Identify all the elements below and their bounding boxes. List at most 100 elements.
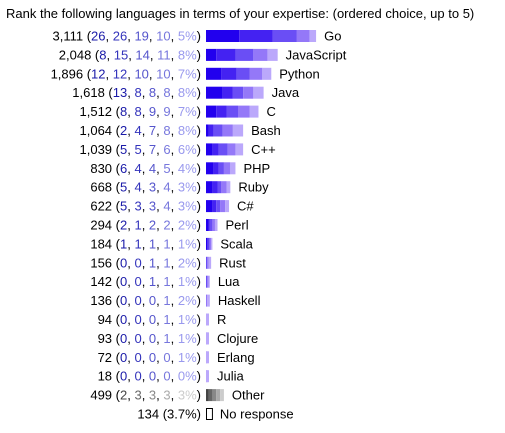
bar-segment	[206, 124, 209, 137]
row-value-label: 1,064 (2, 4, 7, 8, 8%)	[80, 123, 202, 138]
bar-segment	[218, 143, 228, 156]
category-label: PHP	[243, 161, 270, 176]
bar-segment	[309, 30, 317, 42]
bar-segment	[208, 275, 210, 288]
category-label: Julia	[217, 369, 245, 384]
bar-segment	[206, 275, 208, 288]
bar-segment	[223, 162, 231, 175]
bar-segment	[212, 200, 217, 213]
bar-segment	[218, 162, 224, 175]
category-label: Rust	[219, 255, 246, 270]
bar-segment	[206, 370, 209, 383]
bar-segment	[211, 237, 213, 250]
category-label: R	[217, 312, 226, 327]
bar-segment	[214, 219, 218, 231]
bar-segment	[206, 143, 213, 156]
category-label: Haskell	[218, 293, 261, 308]
category-label: Lua	[218, 274, 240, 289]
category-label: Bash	[251, 123, 281, 138]
bar-segment	[222, 124, 233, 137]
bar-segment	[220, 200, 226, 213]
row-value-label: 499 (2, 3, 3, 3, 3%)	[90, 388, 201, 403]
bar-segment	[235, 48, 254, 61]
bar-segment	[206, 332, 209, 345]
bar-segment	[216, 48, 236, 61]
bar-segment	[236, 67, 250, 80]
row-value-label: 830 (6, 4, 4, 5, 4%)	[90, 161, 201, 176]
bar-segment	[267, 48, 278, 61]
row-value-label: 622 (5, 3, 3, 4, 3%)	[90, 199, 201, 214]
category-label: Ruby	[238, 180, 269, 195]
row-value-label: 93 (0, 0, 0, 1, 1%)	[98, 331, 201, 346]
row-value-label: 94 (0, 0, 0, 1, 1%)	[98, 312, 201, 327]
row-value-label: 668 (5, 4, 3, 4, 3%)	[90, 180, 201, 195]
bar-segment	[206, 219, 209, 231]
bar-segment	[226, 181, 231, 194]
bar-segment	[220, 389, 224, 402]
row-value-label: 142 (0, 0, 1, 1, 1%)	[90, 274, 201, 289]
row-value-label: 136 (0, 0, 0, 1, 2%)	[90, 293, 201, 308]
no-response-value-label: 134 (3.7%)	[137, 407, 201, 422]
bar-segment	[206, 237, 208, 250]
bar-segment	[208, 256, 212, 269]
category-label: C#	[237, 199, 254, 214]
bar-segment	[206, 313, 209, 326]
bar-segment	[207, 256, 209, 269]
bar-segment	[232, 86, 244, 99]
row-value-label: 294 (2, 1, 2, 2, 2%)	[90, 218, 201, 233]
no-response-label: No response	[220, 407, 294, 422]
bar-segment	[213, 124, 223, 137]
category-label: Erlang	[217, 350, 255, 365]
row-value-label: 1,618 (13, 8, 8, 8, 8%)	[72, 85, 201, 100]
bar-segment	[249, 105, 259, 118]
bar-segment	[213, 162, 219, 175]
bar-segment	[207, 237, 209, 250]
bar-segment	[272, 30, 297, 42]
bar-segment	[217, 181, 222, 194]
bar-segment	[235, 143, 244, 156]
bar-segment	[206, 294, 208, 307]
bar-segment	[238, 105, 250, 118]
bar-segment	[206, 48, 217, 61]
row-value-label: 156 (0, 0, 1, 1, 2%)	[90, 255, 201, 270]
bar-segment	[206, 181, 213, 194]
category-label: Scala	[220, 236, 253, 251]
bar-segment	[253, 86, 264, 99]
category-label: JavaScript	[286, 47, 347, 62]
bar-segment	[222, 86, 233, 99]
bar-segment	[207, 294, 210, 307]
category-label: Clojure	[217, 331, 258, 346]
bar-segment	[221, 181, 227, 194]
bar-segment	[226, 105, 238, 118]
bar-segment	[216, 389, 221, 402]
bar-segment	[212, 389, 217, 402]
row-value-label: 18 (0, 0, 0, 0, 0%)	[98, 369, 201, 384]
bar-segment	[296, 30, 310, 42]
bar-segment	[208, 219, 210, 231]
category-label: C	[266, 104, 275, 119]
category-label: Python	[279, 66, 319, 81]
category-label: Other	[232, 388, 265, 403]
bar-segment	[216, 105, 227, 118]
bar-segment	[206, 105, 217, 118]
bar-segment	[208, 237, 210, 250]
row-value-label: 1,039 (5, 5, 7, 6, 6%)	[80, 142, 202, 157]
bar-segment	[208, 124, 214, 137]
bar-segment	[216, 200, 221, 213]
no-response-bar	[206, 408, 213, 420]
bar-segment	[209, 237, 212, 250]
bar-segment	[212, 181, 218, 194]
bar-segment	[225, 200, 230, 213]
bar-segment	[212, 219, 215, 231]
category-label: C++	[251, 142, 276, 157]
bar-segment	[262, 67, 272, 80]
row-value-label: 1,512 (8, 8, 9, 9, 7%)	[80, 104, 202, 119]
row-value-label: 72 (0, 0, 0, 0, 1%)	[98, 350, 201, 365]
category-label: Java	[272, 85, 300, 100]
bar-segment	[239, 30, 273, 42]
bar-segment	[206, 67, 222, 80]
bar-segment	[253, 48, 268, 61]
bar-segment	[206, 200, 213, 213]
bar-segment	[208, 389, 213, 402]
